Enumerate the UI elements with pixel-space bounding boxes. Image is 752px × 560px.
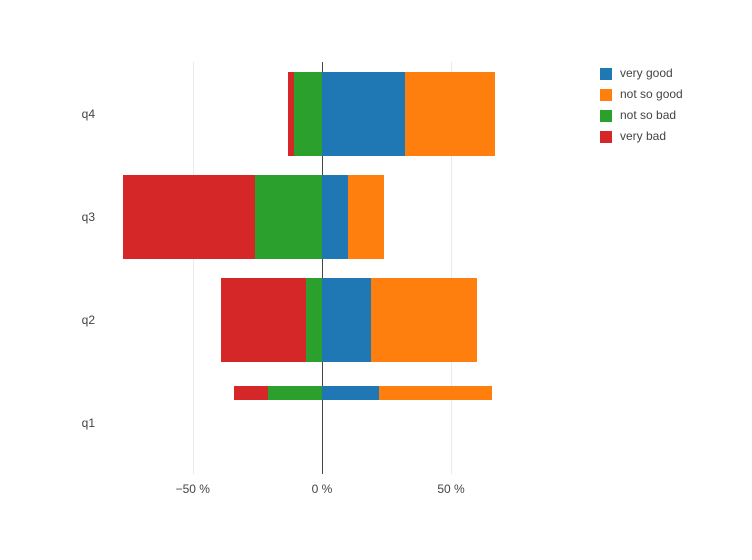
legend-item[interactable]: not so good (600, 87, 683, 102)
legend-item[interactable]: not so bad (600, 108, 683, 123)
zero-line (321, 62, 323, 474)
bar-segment-q3-very-bad (123, 174, 255, 259)
legend-item[interactable]: very bad (600, 129, 683, 144)
bar-segment-q4-very-bad (288, 71, 294, 156)
bar-segment-q1-very-good (321, 385, 379, 400)
bar-segment-q2-not-so-good (370, 277, 477, 362)
y-tick-label: q4 (81, 106, 95, 121)
x-tick-label: 0 % (311, 482, 333, 496)
bar-segment-q1-not-so-bad (267, 385, 322, 400)
legend: very good not so good not so bad very bad (600, 66, 683, 144)
legend-swatch-icon (600, 109, 612, 122)
bar-segment-q4-very-good (321, 71, 405, 156)
bar-segment-q4-not-so-bad (293, 71, 322, 156)
y-tick-label: q3 (81, 209, 95, 224)
legend-label: not so bad (620, 108, 677, 122)
bar-segment-q3-not-so-bad (254, 174, 322, 259)
bar-segment-q2-very-good (321, 277, 371, 362)
y-tick-label: q2 (81, 312, 95, 327)
bar-segment-q1-very-bad (234, 385, 268, 400)
legend-label: very bad (620, 129, 667, 143)
gridline (192, 62, 194, 474)
bar-segment-q3-not-so-good (347, 174, 384, 259)
bar-segment-q4-not-so-good (404, 71, 495, 156)
legend-label: not so good (620, 87, 683, 101)
legend-swatch-icon (600, 88, 612, 101)
legend-swatch-icon (600, 67, 612, 80)
legend-label: very good (620, 66, 673, 80)
bar-segment-q1-not-so-good (378, 385, 493, 400)
bar-segment-q3-very-good (321, 174, 348, 259)
bar-segment-q2-not-so-bad (306, 277, 322, 362)
y-tick-label: q1 (81, 415, 95, 430)
x-tick-label: −50 % (175, 482, 210, 496)
x-tick-label: 50 % (437, 482, 465, 496)
legend-item[interactable]: very good (600, 66, 683, 81)
gridline (451, 62, 453, 474)
bar-segment-q2-very-bad (221, 277, 307, 362)
legend-swatch-icon (600, 130, 612, 143)
